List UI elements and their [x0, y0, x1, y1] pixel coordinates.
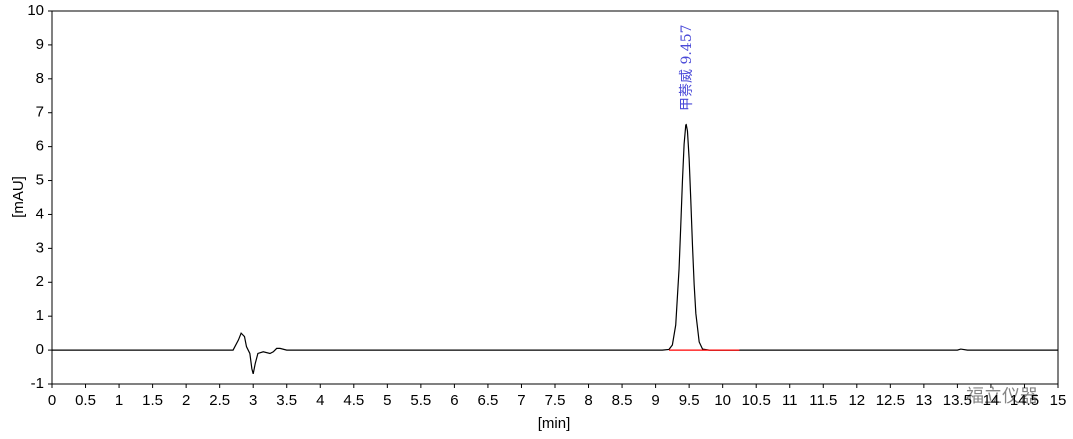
x-tick-label: 1	[115, 392, 123, 409]
y-tick-label: 2	[36, 273, 44, 290]
y-tick-label: 5	[36, 172, 44, 189]
y-tick-label: 9	[36, 36, 44, 53]
x-tick-label: 10.5	[742, 392, 771, 409]
y-tick-label: 1	[36, 307, 44, 324]
x-tick-label: 8.5	[612, 392, 633, 409]
x-tick-label: 13	[916, 392, 933, 409]
y-tick-label: 6	[36, 138, 44, 155]
y-tick-label: 4	[36, 205, 44, 222]
x-axis-label: [min]	[538, 415, 571, 432]
x-tick-label: 0.5	[75, 392, 96, 409]
series-line	[52, 123, 1058, 374]
x-tick-label: 5	[383, 392, 391, 409]
x-tick-label: 8	[584, 392, 592, 409]
y-tick-label: 10	[27, 2, 44, 19]
y-tick-label: -1	[31, 375, 44, 392]
x-tick-label: 3	[249, 392, 257, 409]
x-tick-label: 7	[517, 392, 525, 409]
x-tick-label: 5.5	[410, 392, 431, 409]
x-tick-label: 4.5	[343, 392, 364, 409]
y-tick-label: 0	[36, 341, 44, 358]
x-tick-label: 12	[848, 392, 865, 409]
y-tick-label: 3	[36, 239, 44, 256]
x-tick-label: 14	[983, 392, 1000, 409]
x-tick-label: 11.5	[809, 392, 837, 409]
x-tick-label: 2	[182, 392, 190, 409]
plot-frame	[51, 10, 1059, 385]
watermark: 福立仪器	[966, 386, 1038, 406]
x-tick-label: 0	[48, 392, 56, 409]
x-tick-label: 3.5	[276, 392, 297, 409]
x-tick-label: 14.5	[1010, 392, 1039, 409]
x-tick-label: 11	[782, 392, 798, 409]
x-tick-label: 1.5	[142, 392, 163, 409]
x-tick-label: 6	[450, 392, 458, 409]
x-tick-label: 10	[714, 392, 731, 409]
x-tick-label: 9	[651, 392, 659, 409]
x-tick-label: 2.5	[209, 392, 230, 409]
x-tick-label: 15	[1050, 392, 1067, 409]
x-tick-label: 4	[316, 392, 324, 409]
y-tick-label: 8	[36, 70, 44, 87]
peak-label: 甲萘威 9.457	[679, 24, 695, 111]
x-tick-label: 12.5	[876, 392, 905, 409]
x-tick-label: 9.5	[679, 392, 700, 409]
y-axis-label: [mAU]	[10, 176, 27, 218]
x-tick-label: 6.5	[478, 392, 499, 409]
x-tick-label: 13.5	[943, 392, 972, 409]
y-tick-label: 7	[36, 104, 44, 121]
x-tick-label: 7.5	[545, 392, 566, 409]
